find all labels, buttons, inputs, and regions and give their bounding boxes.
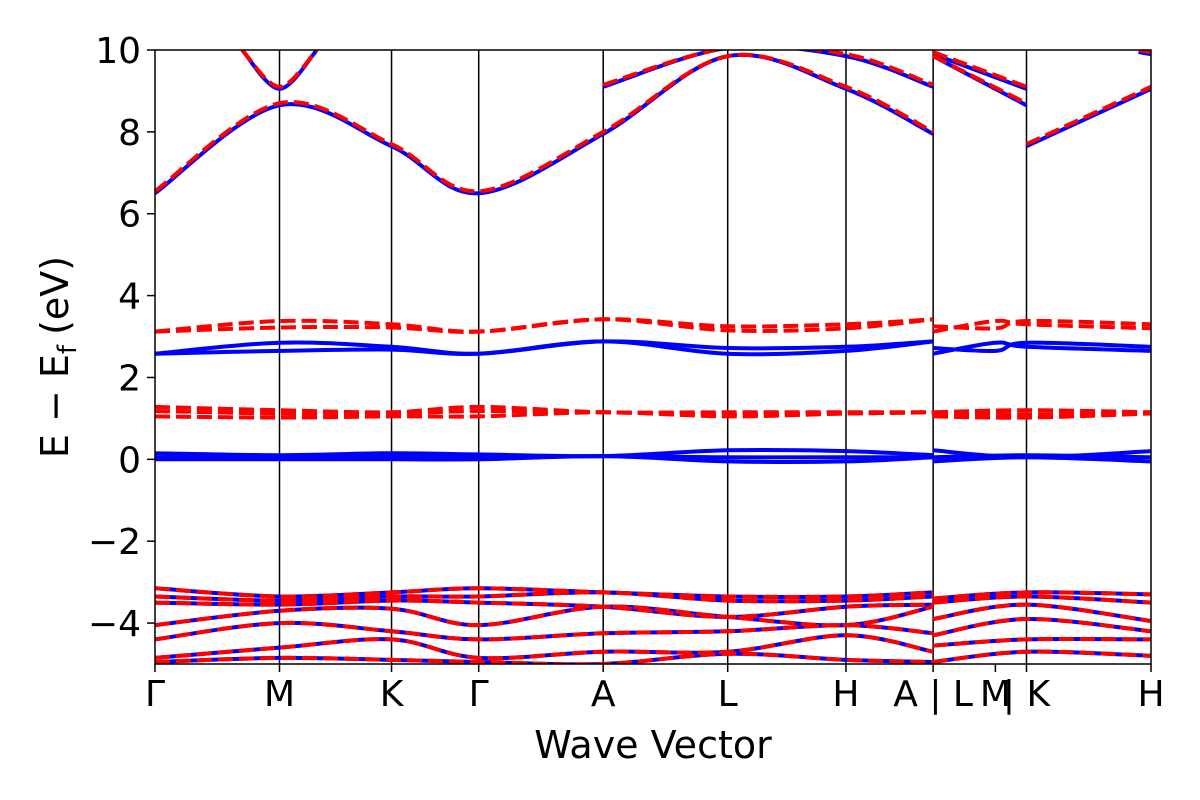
- y-axis-label-main: E − E: [33, 354, 77, 458]
- dashed-band-26: [932, 602, 1151, 623]
- x-tick-label-9: | K: [1003, 674, 1052, 715]
- dashed-band-16: [933, 411, 1151, 420]
- dashed-band-17: [155, 586, 934, 599]
- x-tick-label-6: H: [832, 674, 859, 715]
- plot-background: [155, 50, 1151, 664]
- plot-frame: [154, 49, 1152, 665]
- x-tick-label-5: L: [718, 674, 738, 715]
- dashed-band-19: [155, 598, 934, 619]
- y-tick-label-4: 2: [118, 358, 141, 399]
- dashed-band-9: [933, 318, 1151, 331]
- y-tick-label-7: −4: [88, 604, 141, 645]
- y-tick-label-6: −2: [88, 522, 141, 563]
- band-lines: [155, 50, 1151, 664]
- y-axis-label-unit: (eV): [33, 256, 77, 335]
- x-tick-label-1: M: [264, 674, 295, 715]
- y-axis-ticks: 10 8 6 4 2 0 −2 −4: [88, 31, 155, 645]
- y-tick-label-2: 6: [118, 195, 141, 236]
- x-tick-label-3: Γ: [469, 674, 489, 715]
- dashed-band-4: [932, 50, 1028, 89]
- x-tick-label-0: Γ: [145, 674, 165, 715]
- solid-band-8: [155, 339, 934, 357]
- dashed-band-12: [155, 408, 934, 417]
- dashed-band-29: [932, 649, 1151, 664]
- y-tick-label-5: 0: [118, 440, 141, 481]
- solid-band-15: [933, 453, 1151, 460]
- solid-band-16: [933, 455, 1151, 464]
- y-axis-label-subscript: f: [53, 344, 83, 354]
- x-tick-label-2: K: [380, 674, 405, 715]
- dashed-band-3: [932, 54, 1028, 105]
- dashed-band-27: [932, 616, 1151, 638]
- high-symmetry-lines: [278, 50, 1028, 664]
- y-tick-label-0: 10: [95, 31, 141, 72]
- dashed-band-21: [155, 620, 934, 642]
- solid-band-13: [155, 454, 934, 465]
- dashed-band-10: [932, 318, 1151, 334]
- dashed-band-5: [1025, 84, 1151, 146]
- y-tick-label-3: 4: [118, 277, 141, 318]
- dashed-band-28: [932, 636, 1151, 648]
- dashed-band-18: [155, 590, 934, 604]
- dashed-band-20: [155, 604, 934, 628]
- dashed-band-0: [155, 52, 935, 194]
- dashed-band-2: [602, 50, 934, 87]
- dashed-band-11: [155, 404, 934, 415]
- dashed-band-8: [155, 317, 934, 334]
- x-tick-label-8: M: [980, 674, 1011, 715]
- solid-band-10: [932, 340, 1151, 356]
- x-tick-label-7: A | L: [893, 674, 973, 715]
- x-axis-label: Wave Vector: [534, 723, 772, 767]
- dashed-band-13: [155, 410, 934, 420]
- x-tick-label-4: A: [591, 674, 616, 715]
- dashed-band-1: [240, 50, 319, 89]
- dashed-band-24: [932, 590, 1151, 601]
- dashed-band-25: [932, 594, 1151, 605]
- y-tick-label-1: 8: [118, 113, 141, 154]
- y-axis-label: E − Ef (eV): [33, 256, 83, 458]
- x-tick-label-10: H: [1137, 674, 1164, 715]
- dashed-band-22: [155, 633, 934, 661]
